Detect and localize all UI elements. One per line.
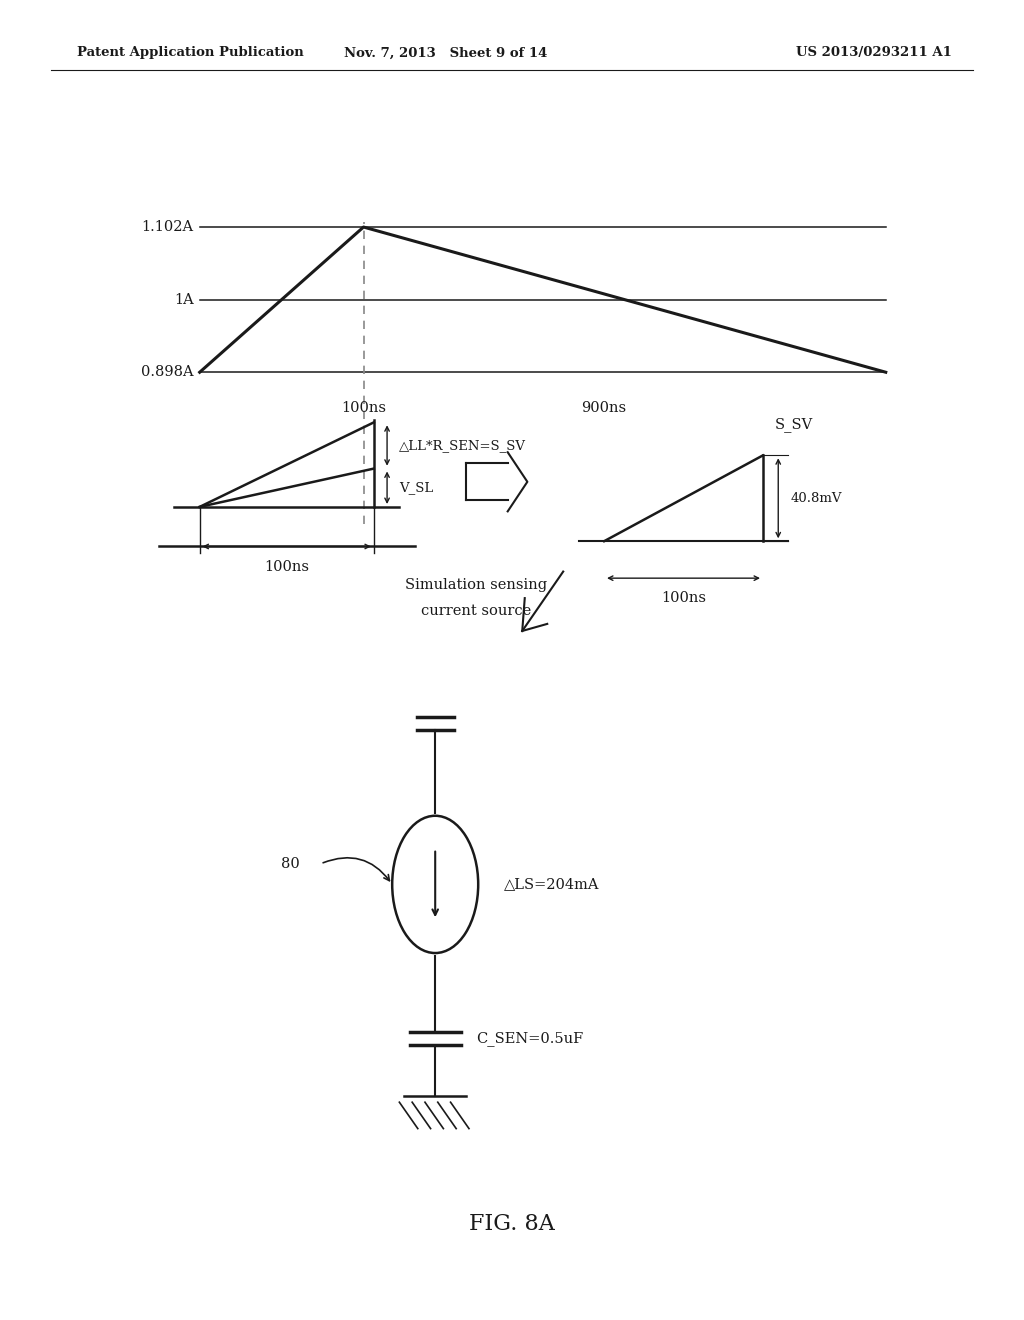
Text: 100ns: 100ns (341, 401, 386, 416)
Text: Simulation sensing: Simulation sensing (406, 578, 547, 591)
Text: 0.898A: 0.898A (141, 366, 194, 379)
Text: Patent Application Publication: Patent Application Publication (77, 46, 303, 59)
Text: V_SL: V_SL (399, 482, 433, 494)
Text: 1A: 1A (174, 293, 194, 306)
Text: 1.102A: 1.102A (141, 220, 194, 234)
Text: 100ns: 100ns (662, 591, 706, 606)
Text: 100ns: 100ns (264, 560, 309, 574)
Text: Nov. 7, 2013   Sheet 9 of 14: Nov. 7, 2013 Sheet 9 of 14 (344, 46, 547, 59)
Text: 900ns: 900ns (582, 401, 627, 416)
Text: current source: current source (421, 605, 531, 618)
Text: 80: 80 (282, 857, 300, 871)
Text: FIG. 8A: FIG. 8A (469, 1213, 555, 1234)
Text: S_SV: S_SV (775, 417, 813, 432)
Text: C_SEN=0.5uF: C_SEN=0.5uF (476, 1031, 584, 1047)
Text: US 2013/0293211 A1: US 2013/0293211 A1 (797, 46, 952, 59)
Text: △LL*R_SEN=S_SV: △LL*R_SEN=S_SV (399, 440, 526, 451)
Text: △LS=204mA: △LS=204mA (504, 878, 599, 891)
Text: 40.8mV: 40.8mV (791, 492, 842, 504)
